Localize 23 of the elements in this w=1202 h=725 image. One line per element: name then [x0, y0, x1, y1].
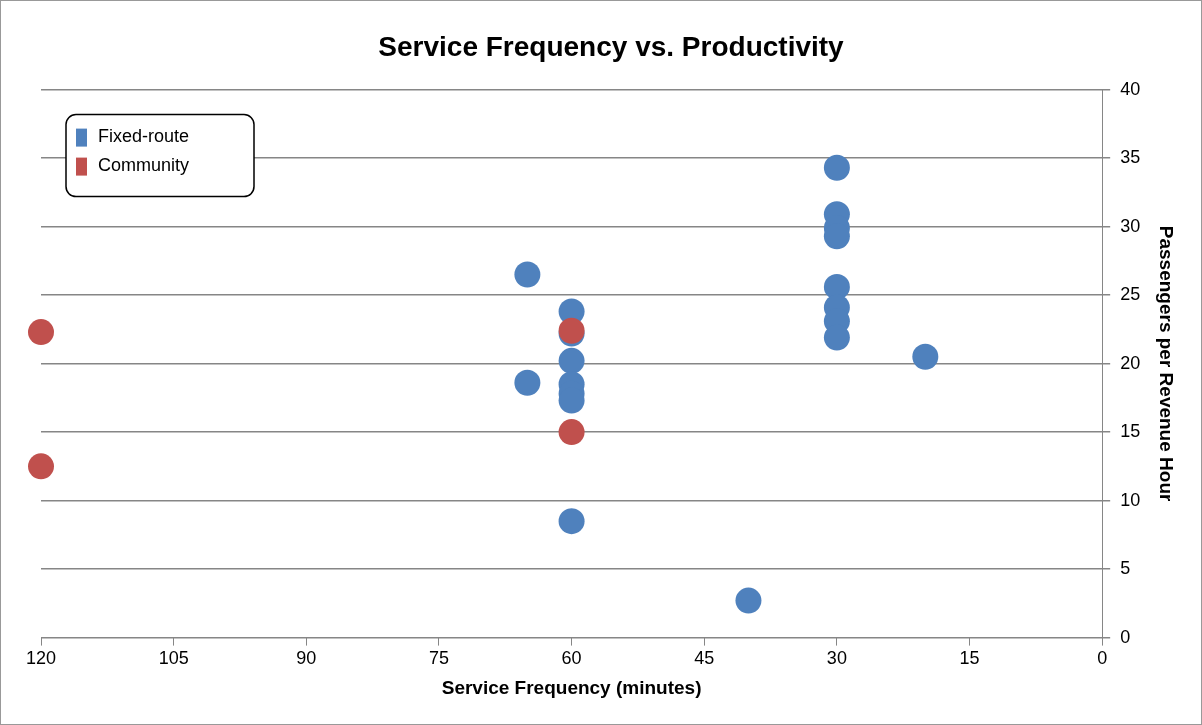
y-tick-label: 40 — [1120, 78, 1141, 99]
x-tick-label: 60 — [561, 648, 582, 669]
x-tick-label: 75 — [428, 648, 449, 669]
x-tick-label: 30 — [826, 648, 847, 669]
x-tick-label: 0 — [1097, 648, 1108, 669]
x-tick-label: 45 — [694, 648, 715, 669]
y-axis-title: Passengers per Revenue Hour — [1156, 225, 1178, 502]
y-tick-label: 20 — [1120, 352, 1141, 373]
chart-title: Service Frequency vs. Productivity — [378, 30, 845, 62]
x-tick-label: 15 — [959, 648, 980, 669]
x-tick-label: 120 — [25, 648, 57, 669]
x-axis-title: Service Frequency (minutes) — [441, 676, 702, 698]
y-tick-label: 30 — [1120, 215, 1141, 236]
y-tick-label: 25 — [1120, 284, 1141, 305]
legend-label: Fixed-route — [98, 125, 190, 146]
x-tick-label: 90 — [296, 648, 317, 669]
y-tick-label: 35 — [1120, 147, 1141, 168]
legend-label: Community — [98, 154, 190, 175]
y-tick-label: 15 — [1120, 421, 1141, 442]
x-tick-label: 105 — [158, 648, 189, 669]
y-tick-label: 0 — [1120, 626, 1131, 647]
y-tick-label: 5 — [1120, 558, 1131, 579]
y-tick-label: 10 — [1120, 489, 1141, 510]
